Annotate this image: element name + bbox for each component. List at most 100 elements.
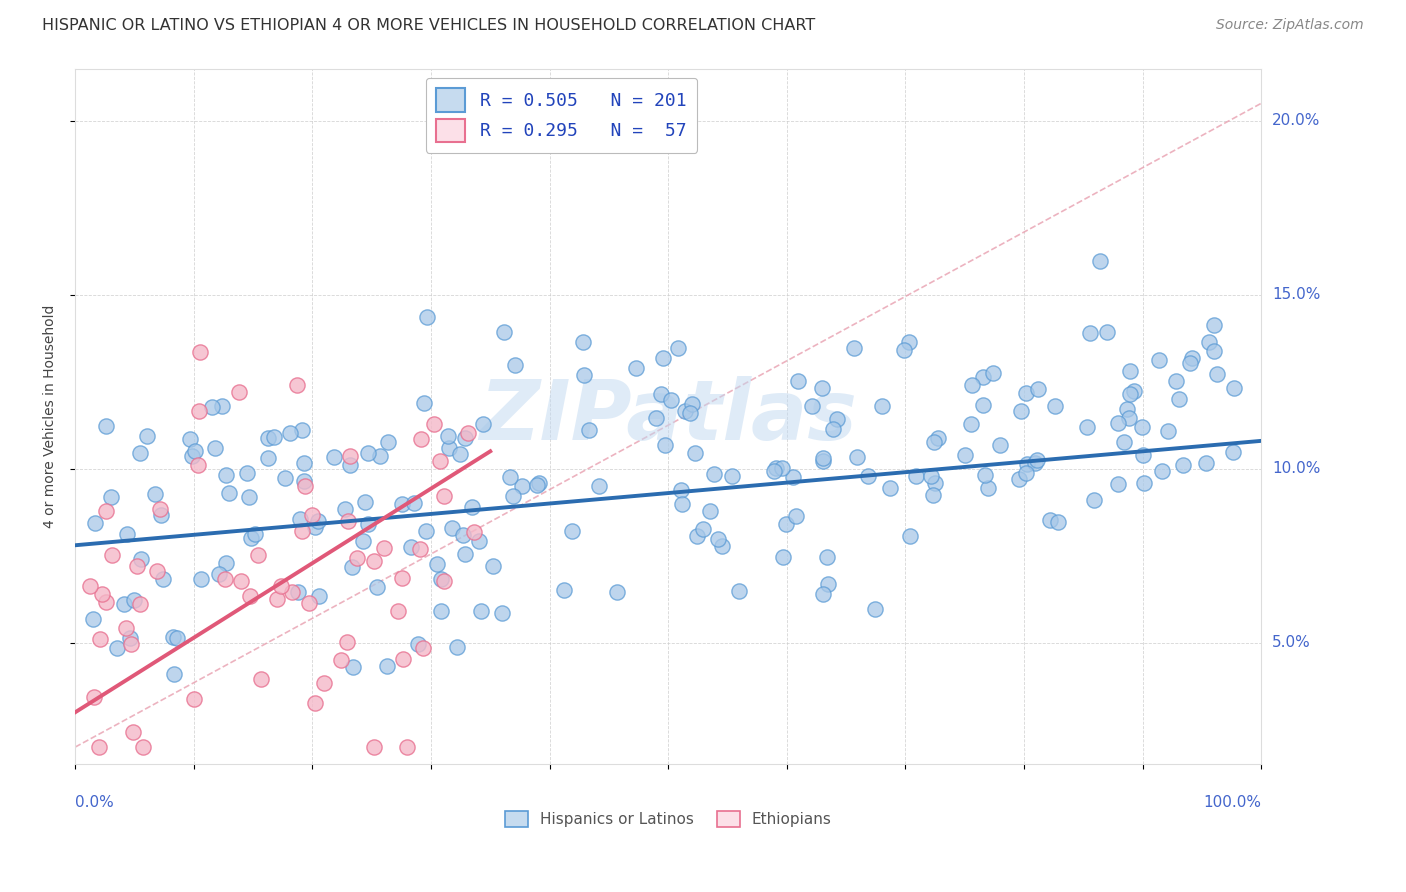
Point: [673, 404, 696, 418]
Point: [451, 528, 474, 542]
Point: [352, 534, 374, 549]
Point: [329, 653, 352, 667]
Point: [1202, 344, 1225, 359]
Point: [247, 548, 270, 562]
Point: [1114, 435, 1136, 450]
Point: [357, 517, 380, 532]
Point: [190, 572, 212, 586]
Point: [526, 478, 548, 492]
Point: [1181, 351, 1204, 365]
Point: [1147, 353, 1170, 368]
Point: [121, 725, 143, 739]
Point: [671, 498, 693, 512]
Point: [960, 417, 983, 431]
Point: [128, 597, 150, 611]
Point: [782, 470, 804, 484]
Point: [578, 423, 600, 437]
Point: [391, 497, 413, 511]
Point: [1107, 417, 1129, 431]
Point: [813, 453, 835, 467]
Point: [846, 450, 869, 464]
Point: [294, 478, 316, 492]
Point: [128, 446, 150, 460]
Point: [470, 604, 492, 618]
Point: [250, 672, 273, 686]
Point: [811, 381, 834, 395]
Point: [115, 621, 138, 635]
Point: [1008, 472, 1031, 486]
Point: [572, 368, 595, 383]
Point: [100, 490, 122, 504]
Y-axis label: 4 or more Vehicles in Household: 4 or more Vehicles in Household: [44, 305, 58, 528]
Point: [301, 508, 323, 522]
Point: [363, 740, 385, 755]
Point: [1116, 401, 1139, 416]
Point: [502, 489, 524, 503]
Point: [79, 579, 101, 593]
Point: [412, 396, 434, 410]
Point: [218, 485, 240, 500]
Point: [1046, 515, 1069, 529]
Point: [457, 425, 479, 440]
Point: [441, 521, 464, 535]
Point: [257, 450, 280, 465]
Point: [973, 467, 995, 482]
Point: [460, 500, 482, 515]
Point: [1130, 419, 1153, 434]
Point: [1043, 399, 1066, 413]
Point: [439, 441, 461, 455]
Point: [430, 572, 453, 586]
Point: [775, 516, 797, 531]
Point: [291, 524, 314, 538]
Point: [699, 504, 721, 518]
Point: [707, 533, 730, 547]
Text: 5.0%: 5.0%: [1272, 635, 1310, 650]
Point: [314, 675, 336, 690]
Point: [503, 358, 526, 372]
Point: [366, 580, 388, 594]
Point: [239, 532, 262, 546]
Point: [287, 585, 309, 599]
Point: [307, 515, 329, 529]
Point: [898, 528, 921, 542]
Point: [686, 529, 709, 543]
Point: [412, 640, 434, 655]
Point: [274, 471, 297, 485]
Point: [266, 591, 288, 606]
Point: [357, 445, 380, 459]
Point: [463, 524, 485, 539]
Point: [423, 417, 446, 432]
Point: [340, 560, 363, 574]
Point: [1164, 374, 1187, 388]
Point: [1024, 456, 1046, 470]
Point: [426, 557, 449, 571]
Point: [245, 527, 267, 541]
Point: [270, 579, 292, 593]
Point: [437, 428, 460, 442]
Point: [285, 378, 308, 392]
Point: [815, 549, 838, 564]
Point: [1107, 477, 1129, 491]
Point: [96, 418, 118, 433]
Point: [152, 572, 174, 586]
Point: [825, 412, 848, 426]
Point: [787, 374, 810, 388]
Point: [897, 334, 920, 349]
Point: [681, 397, 703, 411]
Point: [905, 469, 928, 483]
Point: [446, 640, 468, 654]
Point: [339, 450, 361, 464]
Point: [872, 399, 894, 413]
Point: [211, 399, 233, 413]
Point: [166, 632, 188, 646]
Point: [924, 475, 946, 490]
Point: [659, 392, 682, 407]
Point: [1150, 464, 1173, 478]
Point: [1168, 392, 1191, 406]
Point: [149, 508, 172, 522]
Point: [922, 488, 945, 502]
Point: [149, 502, 172, 516]
Point: [184, 443, 207, 458]
Point: [1195, 456, 1218, 470]
Point: [377, 435, 399, 450]
